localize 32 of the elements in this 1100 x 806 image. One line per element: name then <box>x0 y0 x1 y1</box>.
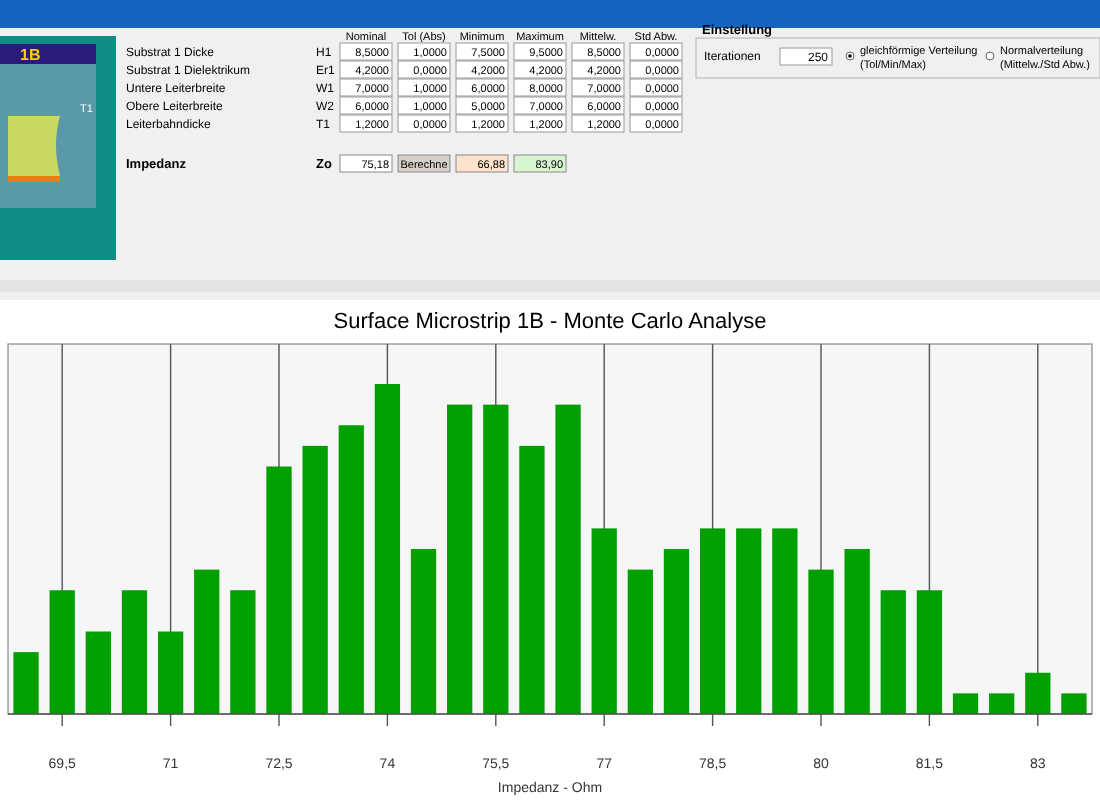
bar <box>1025 672 1051 714</box>
bar <box>736 528 762 714</box>
bar <box>447 404 473 714</box>
bar <box>483 404 509 714</box>
text: 1B <box>20 46 41 64</box>
bar <box>555 404 581 714</box>
bar <box>916 590 943 714</box>
bar <box>989 693 1015 714</box>
bar <box>266 466 292 714</box>
bar <box>49 590 75 714</box>
bar <box>13 652 39 714</box>
bar <box>121 590 148 714</box>
bar <box>699 528 726 714</box>
bar <box>663 549 690 714</box>
bar <box>410 549 437 714</box>
bar <box>230 590 256 714</box>
bar <box>85 631 111 714</box>
bar <box>1061 693 1087 714</box>
bar <box>302 445 328 714</box>
bar <box>374 384 401 714</box>
bar <box>844 549 870 714</box>
bar <box>808 569 834 714</box>
bar <box>952 693 979 714</box>
bar <box>880 590 906 714</box>
bar <box>627 569 653 714</box>
bar <box>772 528 798 714</box>
bar <box>157 631 184 714</box>
chart-title: Surface Microstrip 1B - Monte Carlo Analyse <box>333 310 767 334</box>
bar <box>338 425 364 714</box>
bar <box>519 445 545 714</box>
bar <box>194 569 220 714</box>
bar <box>591 528 617 714</box>
